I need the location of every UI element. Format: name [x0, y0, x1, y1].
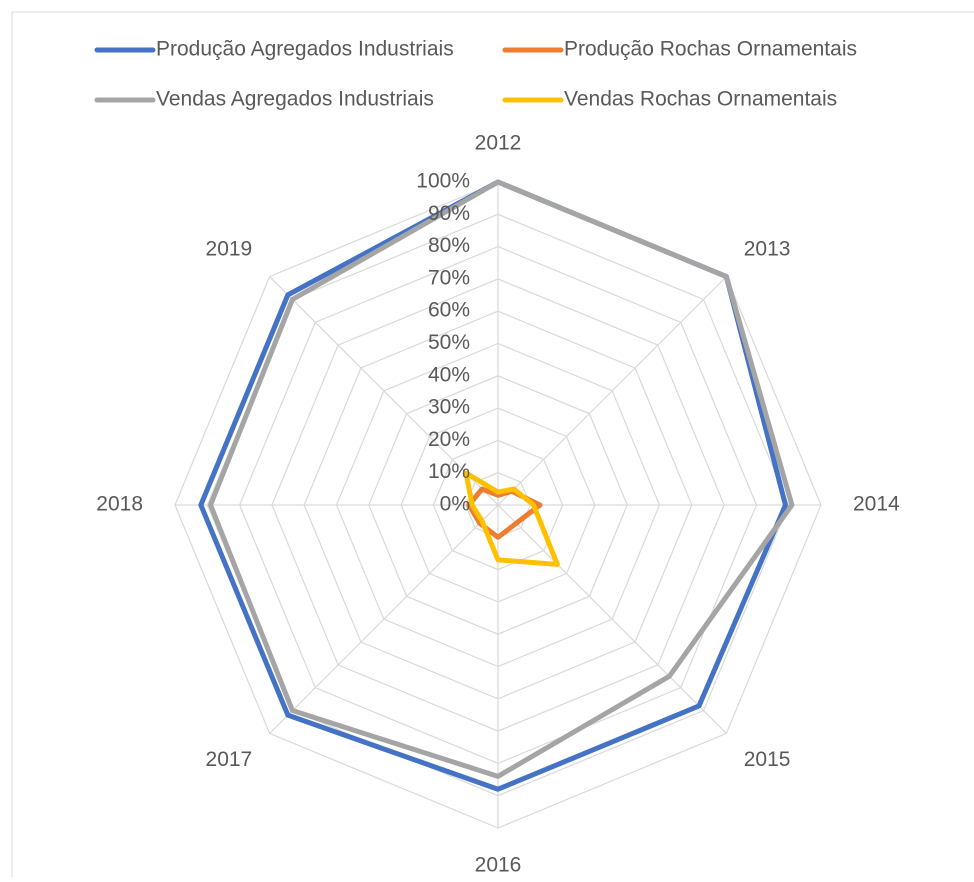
- spoke: [269, 276, 499, 506]
- legend-label: Produção Agregados Industriais: [156, 38, 454, 61]
- spoke: [497, 276, 727, 506]
- category-label: 2016: [475, 854, 522, 877]
- category-label: 2014: [853, 493, 900, 516]
- y-tick-label: 60%: [428, 299, 470, 322]
- y-tick-label: 70%: [428, 266, 470, 289]
- category-label: 2019: [206, 237, 253, 260]
- category-label: 2018: [96, 493, 143, 516]
- chart-border: [11, 11, 974, 877]
- legend-label: Vendas Rochas Ornamentais: [564, 88, 837, 111]
- y-tick-label: 40%: [428, 363, 470, 386]
- series-line: [463, 470, 560, 567]
- y-tick-label: 30%: [428, 396, 470, 419]
- y-tick-label: 0%: [440, 493, 470, 516]
- y-tick-label: 10%: [428, 460, 470, 483]
- category-label: 2012: [475, 132, 522, 155]
- y-tick-label: 90%: [428, 202, 470, 225]
- category-label: 2015: [744, 748, 791, 771]
- y-tick-label: 20%: [428, 428, 470, 451]
- legend-label: Vendas Agregados Industriais: [156, 88, 434, 111]
- category-label: 2013: [744, 237, 791, 260]
- spoke: [497, 504, 727, 734]
- spoke: [269, 504, 499, 734]
- y-tick-label: 100%: [416, 170, 470, 193]
- category-label: 2017: [206, 748, 253, 771]
- series-line: [208, 179, 795, 779]
- y-tick-label: 80%: [428, 234, 470, 257]
- legend-label: Produção Rochas Ornamentais: [564, 38, 857, 61]
- y-tick-label: 50%: [428, 331, 470, 354]
